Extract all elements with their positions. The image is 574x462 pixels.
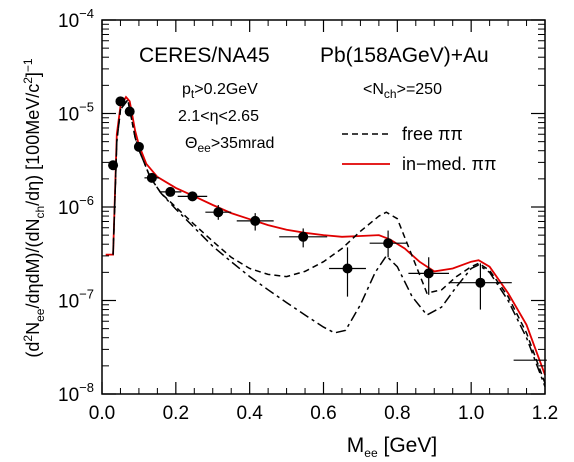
- data-marker: [115, 96, 126, 107]
- theta-cut-label: Θee>35mrad: [185, 135, 274, 155]
- data-marker: [124, 106, 135, 117]
- data-point: [408, 257, 450, 295]
- nch-label: <Nch>=250: [363, 81, 442, 101]
- series-line-0: [105, 95, 546, 376]
- data-marker: [165, 186, 176, 197]
- data-marker: [133, 141, 144, 152]
- data-marker: [475, 277, 486, 288]
- y-tick-label: 10−4: [58, 6, 94, 32]
- x-tick-label: 1.2: [532, 403, 558, 424]
- data-marker: [383, 238, 394, 249]
- x-tick-label: 1.0: [458, 403, 484, 424]
- data-point: [205, 205, 232, 220]
- data-point: [159, 186, 182, 197]
- data-marker: [250, 215, 261, 226]
- x-tick-label: 0.2: [163, 403, 189, 424]
- data-point: [144, 172, 160, 183]
- experiment-label: CERES/NA45: [139, 44, 270, 67]
- axis-ticks: [101, 19, 546, 395]
- series-line-1: [112, 97, 546, 384]
- y-tick-label: 10−8: [58, 380, 94, 406]
- legend-label-inmed: in−med. ππ: [402, 154, 496, 174]
- x-axis-label: Mee [GeV]: [347, 434, 437, 460]
- data-point: [236, 213, 274, 231]
- data-marker: [187, 191, 198, 202]
- model-curves: [105, 95, 546, 387]
- x-tick-label: 0.0: [89, 403, 115, 424]
- data-marker: [423, 268, 434, 279]
- data-point: [108, 160, 119, 171]
- data-point: [133, 141, 144, 152]
- y-axis-label: (d2Nee/dηdM)/(dNch/dη) [100MeV/c2]−1: [21, 58, 47, 358]
- data-point: [329, 247, 366, 297]
- data-marker: [298, 231, 309, 242]
- data-point: [279, 228, 328, 248]
- data-marker: [342, 263, 353, 274]
- pt-cut-label: pt>0.2GeV: [182, 81, 258, 101]
- data-point: [449, 263, 512, 310]
- plot-frame: [101, 19, 546, 395]
- y-tick-label: 10−5: [58, 100, 94, 126]
- eta-cut-label: 2.1<η<2.65: [178, 108, 259, 125]
- system-label: Pb(158AGeV)+Au: [320, 44, 489, 67]
- series-line-2: [112, 97, 546, 387]
- data-marker: [146, 172, 157, 183]
- data-point: [115, 96, 126, 107]
- data-marker: [108, 160, 119, 171]
- data-points: [108, 96, 547, 361]
- x-tick-label: 0.8: [384, 403, 410, 424]
- y-tick-label: 10−6: [58, 193, 94, 219]
- data-point: [124, 106, 135, 117]
- y-tick-label: 10−7: [58, 287, 94, 313]
- data-marker: [213, 207, 224, 218]
- x-tick-label: 0.6: [310, 403, 336, 424]
- data-point: [177, 191, 208, 202]
- x-tick-label: 0.4: [236, 403, 263, 424]
- legend-label-free: free ππ: [402, 124, 463, 144]
- data-point: [369, 230, 407, 258]
- legend: free ππ in−med. ππ: [342, 124, 496, 174]
- tick-labels: 0.0 0.2 0.4 0.6 0.8 1.0 1.2 10−8 10−7 10−6 10−5 10−…: [58, 6, 558, 424]
